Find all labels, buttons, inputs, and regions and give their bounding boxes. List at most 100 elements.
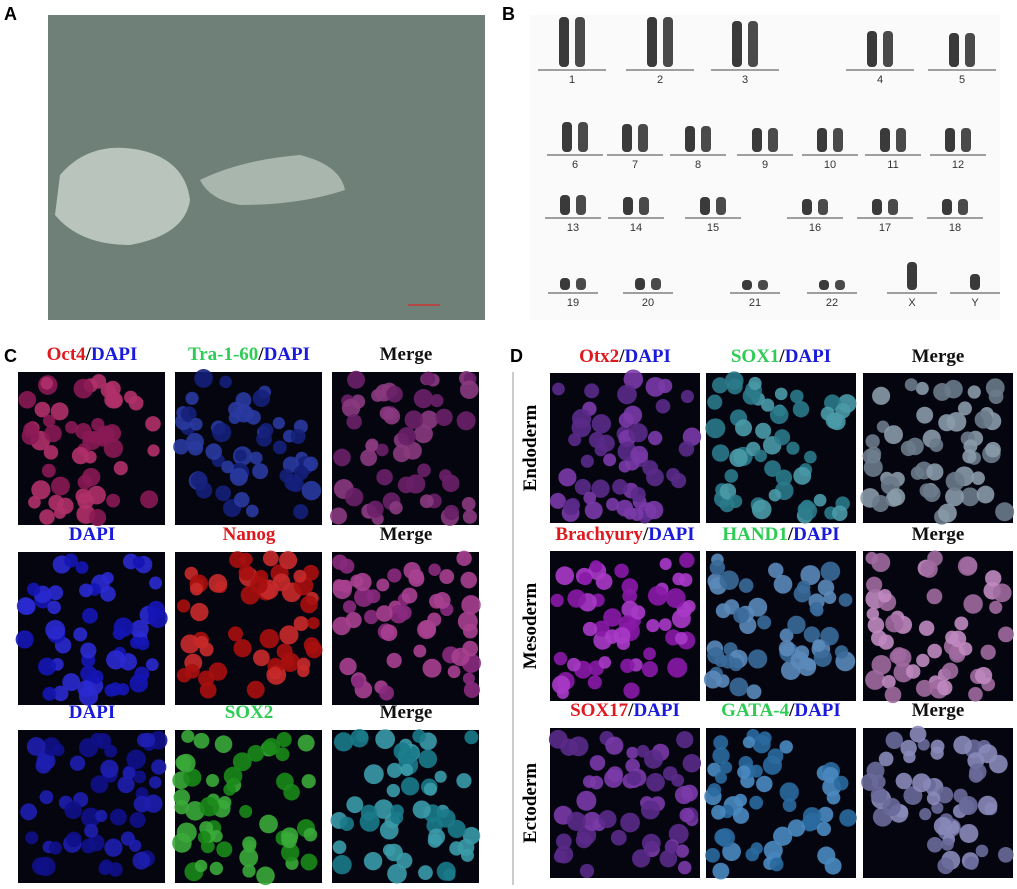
chromosome-label: 10 (824, 159, 836, 171)
cell (915, 679, 933, 697)
cell (779, 628, 794, 643)
cell (945, 471, 965, 491)
cell (946, 411, 967, 432)
cell (148, 608, 168, 629)
cell (345, 611, 362, 629)
cell (962, 449, 977, 464)
cell (293, 569, 307, 583)
cell (234, 449, 247, 462)
cell (113, 461, 128, 476)
cell (679, 807, 695, 823)
chromosome (647, 17, 657, 67)
image-header: Merge (380, 344, 433, 365)
cell (281, 832, 298, 849)
cell (39, 509, 55, 525)
cell (379, 820, 399, 840)
cell (640, 800, 660, 820)
cell (620, 812, 640, 833)
cell (293, 465, 309, 481)
cell (621, 578, 639, 595)
cell (775, 469, 793, 486)
header-part: HAND1 (722, 524, 787, 545)
cell (443, 504, 460, 521)
panel-label: A (4, 4, 17, 24)
cell (66, 831, 82, 848)
cell (272, 573, 291, 592)
cell (419, 494, 434, 509)
image-header: DAPI (69, 524, 115, 545)
cell (84, 823, 99, 838)
cell (428, 828, 446, 846)
chromosome-label: 8 (695, 159, 701, 171)
cell (748, 376, 762, 391)
cell (347, 370, 366, 389)
cell (87, 485, 106, 505)
chromosome (635, 278, 645, 290)
cell (941, 662, 959, 679)
cell (820, 406, 835, 421)
header-part: DAPI (793, 524, 839, 545)
cell (268, 666, 282, 680)
cell (38, 657, 57, 676)
image-header: Brachyury/DAPI (555, 524, 694, 545)
cell (882, 674, 896, 689)
chromosome (758, 280, 768, 290)
cell (89, 509, 107, 527)
chromosome-label: 15 (707, 222, 719, 234)
cell (885, 614, 904, 633)
cell (386, 652, 402, 669)
cell (682, 753, 702, 773)
cell (578, 571, 593, 586)
chromosome-label: 17 (879, 222, 891, 234)
cell (719, 570, 739, 590)
cell (435, 408, 453, 427)
cell (223, 766, 243, 786)
cell (242, 836, 257, 851)
cell (136, 637, 150, 651)
cell (644, 500, 664, 520)
chromosome (559, 17, 569, 67)
chromosome (945, 128, 955, 152)
cell (360, 449, 378, 467)
chromosome (752, 128, 762, 152)
cell (671, 773, 685, 787)
cell (834, 645, 849, 659)
chromosome-label: 7 (632, 159, 638, 171)
chromosome (833, 128, 843, 152)
cell (300, 595, 318, 614)
cell (145, 416, 161, 432)
cell (423, 782, 437, 796)
cell (64, 801, 83, 820)
cell (39, 790, 54, 805)
cell (43, 414, 56, 427)
cell (870, 786, 888, 804)
cell (346, 414, 362, 430)
header-part: / (778, 346, 785, 367)
cell (101, 571, 114, 585)
cell (665, 588, 686, 609)
chromosome (716, 197, 726, 215)
cell (646, 619, 660, 633)
cell (69, 755, 86, 771)
cell (239, 848, 259, 867)
cell (623, 369, 644, 390)
cell (779, 782, 799, 802)
cell (180, 406, 197, 423)
cell (941, 837, 954, 851)
cell (147, 444, 160, 457)
cell (41, 463, 56, 478)
cell (109, 808, 127, 826)
cell (591, 479, 610, 498)
cell (802, 807, 822, 826)
chromosome (578, 122, 588, 152)
cell (421, 371, 436, 386)
cell (944, 379, 963, 399)
header-part: / (257, 344, 264, 365)
cell (42, 737, 61, 756)
cell (62, 673, 81, 692)
cell (199, 681, 217, 699)
cell (400, 763, 414, 777)
cell (997, 846, 1014, 863)
cell (605, 736, 624, 755)
